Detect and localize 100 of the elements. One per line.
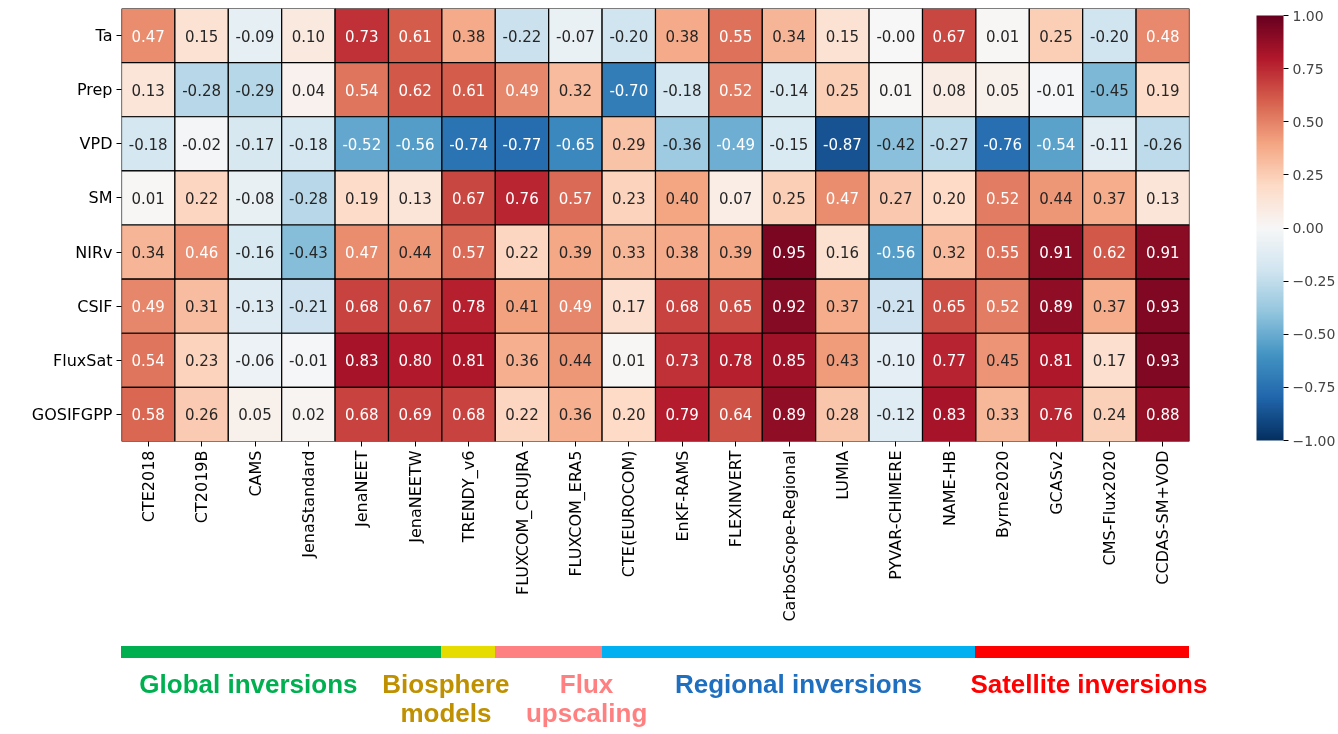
data-label: 0.13 <box>1146 189 1180 208</box>
data-label: -0.28 <box>288 189 328 208</box>
x-tick-label: CarboScope-Regional <box>779 450 799 622</box>
data-label: 0.44 <box>558 352 593 371</box>
data-label: 0.29 <box>612 135 646 154</box>
data-label: 0.52 <box>985 189 1020 208</box>
text: Satellite inversions <box>970 669 1208 699</box>
data-label: 0.81 <box>1039 352 1073 371</box>
data-label: -0.07 <box>555 27 595 46</box>
text: Regional inversions <box>674 669 923 699</box>
color-bar-label: 0.50 <box>1292 113 1324 130</box>
data-label: 0.31 <box>184 298 219 317</box>
data-label: 0.89 <box>1039 298 1073 317</box>
data-label: 0.13 <box>131 81 165 100</box>
data-label: -0.70 <box>609 81 649 100</box>
x-tick-label: CCDAS-SM+VOD <box>1153 450 1173 585</box>
data-label: 0.27 <box>879 189 913 208</box>
data-label: 0.83 <box>345 352 379 371</box>
data-label: 0.65 <box>932 298 966 317</box>
data-label: -0.08 <box>235 189 275 208</box>
data-label: 0.04 <box>291 81 326 100</box>
data-label: 0.89 <box>772 406 806 425</box>
data-label: 0.81 <box>451 352 486 371</box>
y-tick-label: GOSIFGPP <box>31 404 113 424</box>
data-label: 0.67 <box>451 189 486 208</box>
data-label: 0.55 <box>718 27 753 46</box>
data-label: 0.52 <box>985 298 1020 317</box>
data-label: 0.37 <box>825 298 860 317</box>
y-tick-label: NIRv <box>75 242 113 262</box>
data-label: -0.29 <box>235 81 275 100</box>
data-label: 0.17 <box>1092 352 1127 371</box>
data-label: 0.49 <box>131 298 165 317</box>
x-tick-label: Byrne2020 <box>993 450 1013 538</box>
data-label: 0.76 <box>1039 406 1073 425</box>
data-label: -0.20 <box>609 27 649 46</box>
data-label: 0.91 <box>1039 244 1073 263</box>
data-label: -0.36 <box>662 135 702 154</box>
data-label: 0.76 <box>505 189 539 208</box>
data-label: 0.95 <box>772 244 806 263</box>
data-label: -0.21 <box>876 298 916 317</box>
data-label: -0.45 <box>1089 81 1129 100</box>
data-label: 0.33 <box>985 406 1020 425</box>
data-label: -0.18 <box>288 135 328 154</box>
color-bar-label: −0.75 <box>1292 379 1336 396</box>
y-tick-label: VPD <box>79 134 113 154</box>
data-label: 0.92 <box>772 298 806 317</box>
data-label: 0.13 <box>398 189 432 208</box>
y-tick-label: SM <box>88 188 113 208</box>
data-label: 0.67 <box>398 298 432 317</box>
data-label: 0.36 <box>505 352 539 371</box>
data-label: -0.74 <box>449 135 489 154</box>
data-label: 0.25 <box>1039 27 1073 46</box>
y-tick-label: Ta <box>94 26 113 46</box>
text: Global inversions <box>139 669 358 699</box>
data-label: -0.20 <box>1089 27 1129 46</box>
data-label: 0.68 <box>345 406 379 425</box>
x-tick-label: CMS-Flux2020 <box>1099 450 1119 566</box>
data-label: 0.57 <box>451 244 486 263</box>
y-tick-label: CSIF <box>77 296 113 316</box>
data-label: -0.52 <box>342 135 382 154</box>
data-label: -0.65 <box>555 135 595 154</box>
color-bar-label: 0.25 <box>1292 166 1324 183</box>
data-label: -0.12 <box>876 406 916 425</box>
data-label: 0.49 <box>558 298 593 317</box>
data-label: 0.23 <box>612 189 646 208</box>
data-label: -0.56 <box>395 135 435 154</box>
x-tick-label: JenaNEET <box>352 450 372 528</box>
data-label: 0.54 <box>131 352 165 371</box>
x-tick-label: TRENDY_v6 <box>459 450 480 544</box>
data-label: -0.01 <box>288 352 328 371</box>
data-label: -0.27 <box>929 135 969 154</box>
data-label: 0.61 <box>451 81 486 100</box>
data-label: -0.02 <box>182 135 222 154</box>
data-label: 0.41 <box>505 298 539 317</box>
data-label: -0.87 <box>822 135 862 154</box>
data-label: -0.77 <box>502 135 542 154</box>
data-label: 0.78 <box>451 298 486 317</box>
data-label: 0.52 <box>718 81 753 100</box>
color-bar-label: 0.75 <box>1292 60 1324 77</box>
data-label: 0.47 <box>131 27 165 46</box>
data-label: 0.49 <box>505 81 539 100</box>
data-label: 0.32 <box>558 81 593 100</box>
data-label: 0.05 <box>985 81 1020 100</box>
text: Biosphere models <box>382 669 510 728</box>
data-label: -0.16 <box>235 244 275 263</box>
color-bar-label: −0.50 <box>1292 326 1336 343</box>
data-label: -0.15 <box>769 135 809 154</box>
data-label: 0.38 <box>665 27 699 46</box>
data-label: -0.42 <box>876 135 916 154</box>
data-label: 0.28 <box>825 406 860 425</box>
data-label: 0.88 <box>1146 406 1180 425</box>
data-label: -0.01 <box>1036 81 1076 100</box>
x-tick-label: FLEXINVERT <box>726 450 746 548</box>
data-label: 0.85 <box>772 352 806 371</box>
data-label: -0.56 <box>876 244 916 263</box>
x-tick-label: NAME-HB <box>939 450 959 527</box>
x-tick-label: CAMS <box>245 450 265 497</box>
data-label: 0.47 <box>345 244 379 263</box>
data-label: -0.54 <box>1036 135 1076 154</box>
x-tick-label: CTE(EUROCOM) <box>619 450 639 578</box>
